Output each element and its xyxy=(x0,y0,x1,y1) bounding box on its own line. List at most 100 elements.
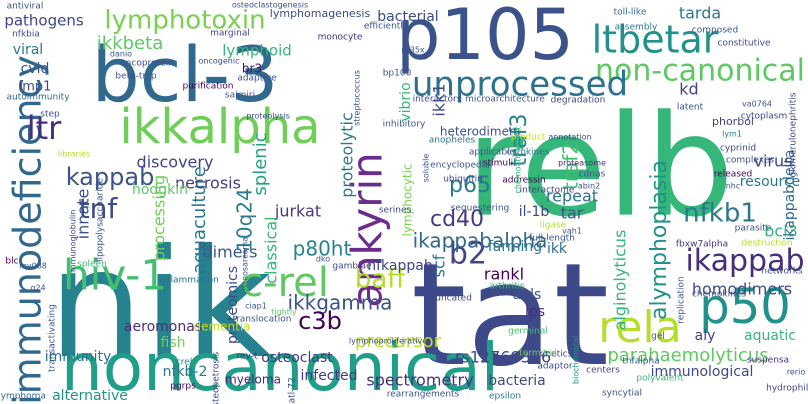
word-ciap1: ciap1 xyxy=(245,302,267,311)
word-aly: aly xyxy=(695,328,716,344)
word-lymphoma: lymphoma xyxy=(0,392,46,402)
word-sequestering: sequestering xyxy=(451,204,510,214)
word-crel: crel xyxy=(176,358,193,368)
word-cytoplasm: cytoplasm xyxy=(741,112,788,122)
word-ikkalpha: ikkalpha xyxy=(119,99,320,155)
word-cyprinid: cyprinid xyxy=(720,144,756,154)
word-product: product xyxy=(511,133,546,143)
word-tar: tar xyxy=(561,204,584,223)
word-interactome: interactome xyxy=(520,186,575,196)
word-nfkappab: nfkappab xyxy=(367,258,433,274)
word-toll-like: toll-like xyxy=(614,8,647,18)
word-fish: fish xyxy=(161,335,186,351)
word-lipopolysaccharide: lipopolysaccharide xyxy=(96,178,106,262)
word-cd40: cd40 xyxy=(430,207,484,232)
word-c-rel: c-rel xyxy=(241,260,329,306)
word-composed: composed xyxy=(692,26,738,36)
word-arthritis: arthritis xyxy=(489,282,525,292)
word-p65: p65 xyxy=(449,173,491,198)
word-p50: p50 xyxy=(699,279,791,335)
word-suspensa: suspensa xyxy=(747,356,789,366)
word-nfkb-2: nfkb-2 xyxy=(163,364,208,380)
word-purification: purification xyxy=(183,82,234,92)
word-complexes: complexes xyxy=(726,156,774,166)
word-ikappabdelta: ikappabdelta xyxy=(782,149,798,240)
word-bp100: bp100 xyxy=(383,69,412,79)
word-osteopetrosis: osteopetrosis xyxy=(212,351,222,404)
word-bacteria: bacteria xyxy=(488,373,546,389)
word-ikappab: ikappab xyxy=(685,244,804,279)
word-immunodeficiency: immunodeficiency xyxy=(6,55,50,404)
word-biochemical: biochemical xyxy=(572,336,581,384)
word-traf3: traf3 xyxy=(507,114,532,167)
word-non-canonical: non-canonical xyxy=(595,54,805,89)
word-phorbol: phorbol xyxy=(712,115,754,128)
word-relb: relb xyxy=(466,86,734,249)
word-ltbetar: ltbetar xyxy=(592,18,719,62)
word-cdnas: cdnas xyxy=(579,170,606,180)
word-chemokines: chemokines xyxy=(692,290,746,300)
word-streptococcus: streptococcus xyxy=(353,70,362,126)
word-splenic: splenic xyxy=(250,132,271,195)
word-osteosarcoma: osteosarcoma xyxy=(241,237,250,293)
word-released: released xyxy=(714,170,753,180)
word-traf2: traf2 xyxy=(559,142,583,190)
word-blc: blc xyxy=(5,257,18,267)
word-rev-t: rev-t xyxy=(237,352,258,362)
word-va0764: va0764 xyxy=(742,100,772,109)
word-applicable: applicable xyxy=(469,148,516,158)
word-nfkb1: nfkb1 xyxy=(683,199,757,229)
word-r635x: r635x xyxy=(401,46,425,55)
word-autoimmunity: autoimmunity xyxy=(6,93,70,103)
word-saimiri: saimiri xyxy=(225,91,255,101)
word-ikkbeta: ikkbeta xyxy=(97,33,163,54)
word-lps: lps xyxy=(525,304,545,320)
word-lmp1: lmp1 xyxy=(19,80,52,95)
word-constitutive: constitutive xyxy=(717,39,770,49)
word-lymphoproliferative: lymphoproliferative xyxy=(349,337,427,346)
word-q24: q24 xyxy=(30,284,45,293)
word-adaptor: adaptor xyxy=(537,362,572,372)
word-dimers: dimers xyxy=(203,243,258,262)
word-aquaculture: aquaculture xyxy=(189,166,210,274)
word-epsilon: epsilon xyxy=(489,392,521,402)
word-alternative: alternative xyxy=(52,388,128,404)
word-anopheles: anopheles xyxy=(429,136,476,146)
word-gambiae: gambiae xyxy=(332,262,372,272)
word-destruction: destruction xyxy=(741,239,792,249)
word-vah1: vah1 xyxy=(562,227,582,236)
word-immunoglobulin: immunoglobulin xyxy=(69,210,78,275)
word-hiv-1: hiv-1 xyxy=(63,251,167,300)
word-spectrometry: spectrometry xyxy=(366,371,473,390)
word-tat: tat xyxy=(411,233,609,398)
word-processing: processing xyxy=(150,175,169,261)
word-lymphotoxin: lymphotoxin xyxy=(104,6,265,36)
word-il-1b: il-1b xyxy=(519,204,550,220)
word-latent: latent xyxy=(677,103,704,113)
word-fbxw7alpha: fbxw7alpha xyxy=(676,240,728,250)
word-alginolyticus: alginolyticus xyxy=(611,230,630,331)
word-ubiquitin: ubiquitin xyxy=(443,175,483,185)
word-cytokines: cytokines xyxy=(507,148,550,158)
word-dementia: dementia xyxy=(193,320,250,334)
word-lymphomagenesis: lymphomagenesis xyxy=(270,7,371,20)
word-bcl-3: bcl-3 xyxy=(92,30,279,119)
word-proteolysis: proteolysis xyxy=(246,112,290,121)
word-viral: viral xyxy=(13,42,43,58)
word-10q24: 10q24 xyxy=(233,188,257,252)
word-interactors: interactors xyxy=(413,95,462,105)
word-hydrophila: hydrophila xyxy=(766,384,808,394)
word-bcl3: bcl3 xyxy=(764,222,798,241)
word-pgrps: pgrps xyxy=(170,382,196,392)
word-jurkat: jurkat xyxy=(274,202,321,221)
word-dko: dko xyxy=(316,255,330,264)
word-parahaemolyticus: parahaemolyticus xyxy=(607,345,768,366)
word-full-length: full-length xyxy=(529,234,575,244)
word-lymphoid: lymphoid xyxy=(222,42,292,60)
word-lym1: lym1 xyxy=(722,130,742,139)
word-tightly: tightly xyxy=(271,308,297,317)
word-osteoclast: osteoclast xyxy=(261,350,333,366)
word-tnfalpha: tnfalpha xyxy=(622,357,659,367)
word-p105: p105 xyxy=(396,0,574,76)
